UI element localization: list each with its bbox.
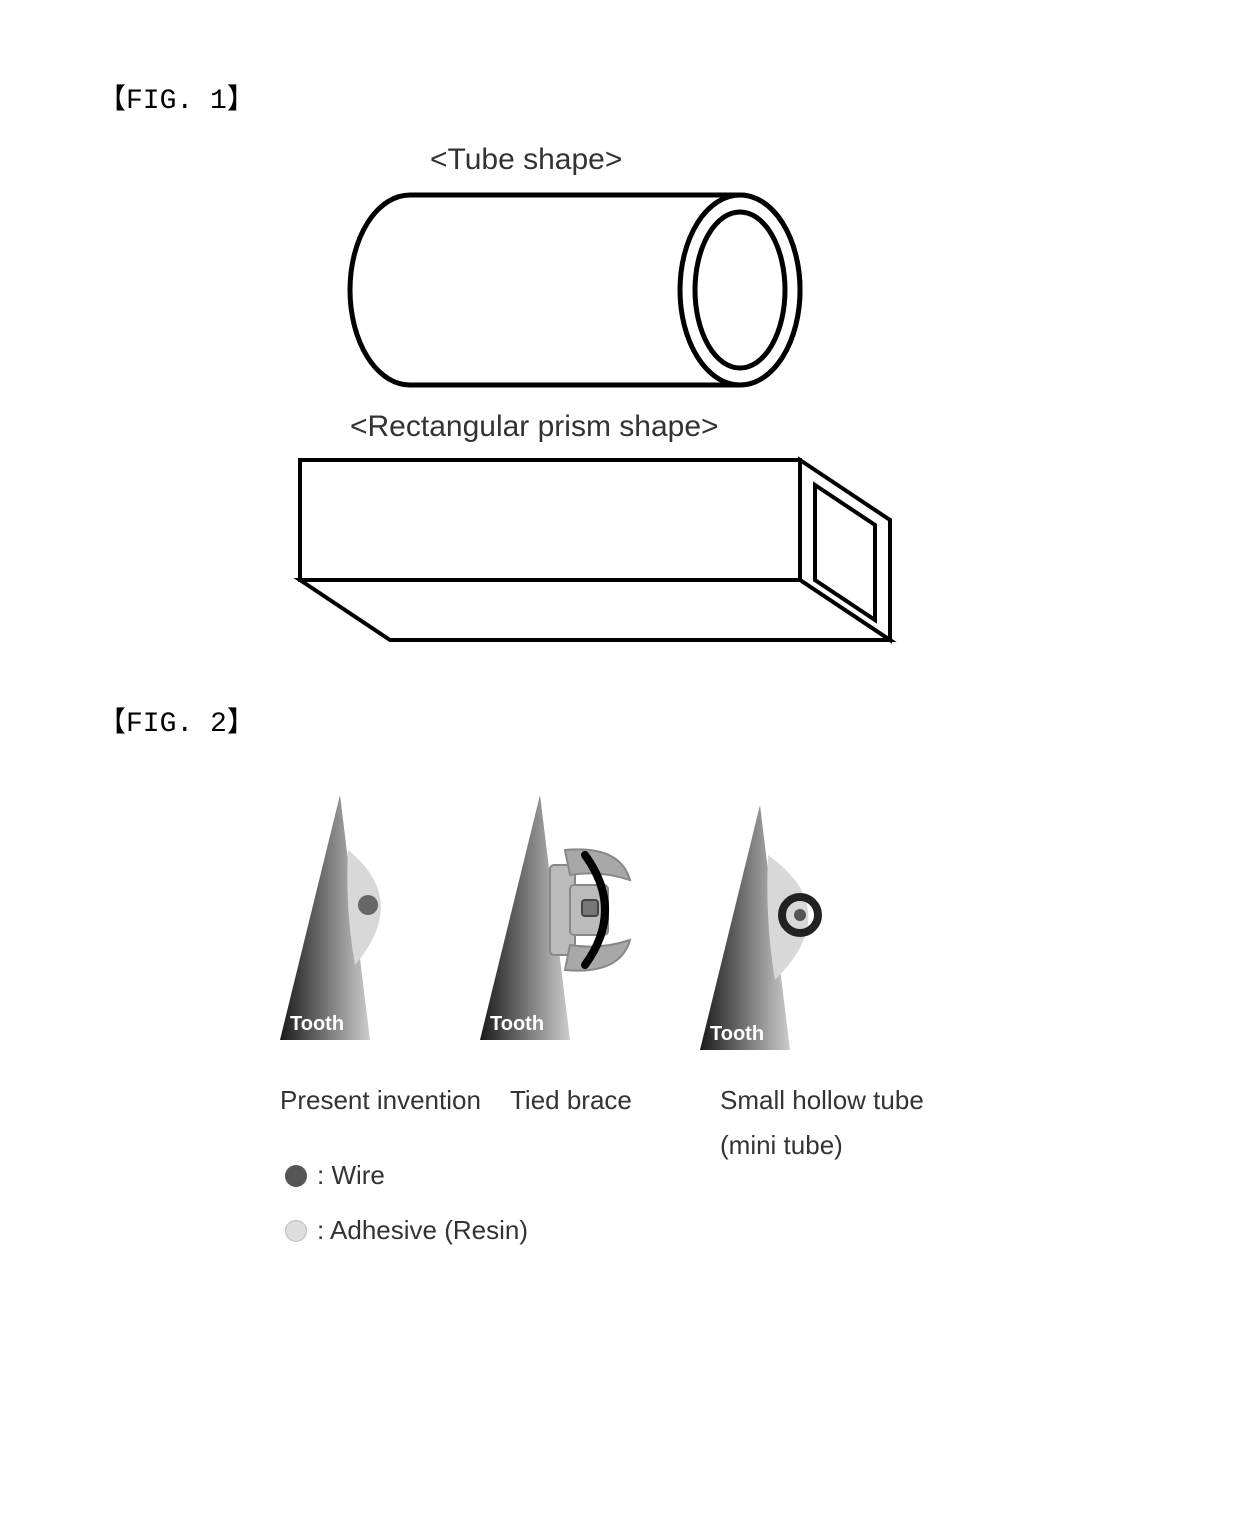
prism-shape bbox=[290, 450, 910, 650]
caption-mini-tube: (mini tube) bbox=[720, 1130, 843, 1161]
caption-tied: Tied brace bbox=[510, 1085, 632, 1116]
tube-title: <Tube shape> bbox=[430, 143, 622, 177]
legend-wire: : Wire bbox=[285, 1160, 385, 1191]
adhesive-dot-icon bbox=[285, 1220, 307, 1242]
tooth-label-1: Tooth bbox=[290, 1013, 344, 1035]
fig1-label: 【FIG. 1】 bbox=[98, 77, 255, 117]
tied-brace-diagram: Tooth bbox=[470, 790, 670, 1050]
legend-adhesive: : Adhesive (Resin) bbox=[285, 1215, 528, 1246]
legend-wire-text: : Wire bbox=[317, 1160, 385, 1191]
caption-present: Present invention bbox=[280, 1085, 481, 1116]
prism-title: <Rectangular prism shape> bbox=[350, 410, 719, 444]
tooth-label-2: Tooth bbox=[490, 1013, 544, 1035]
mini-tube-diagram: Tooth bbox=[690, 800, 890, 1060]
legend-adhesive-text: : Adhesive (Resin) bbox=[317, 1215, 528, 1246]
tube-shape bbox=[340, 180, 820, 400]
caption-small-tube: Small hollow tube bbox=[720, 1085, 924, 1116]
present-invention-diagram: Tooth bbox=[270, 790, 450, 1050]
tooth-label-3: Tooth bbox=[710, 1023, 764, 1045]
wire-dot-icon bbox=[285, 1165, 307, 1187]
fig2-label: 【FIG. 2】 bbox=[98, 700, 255, 740]
